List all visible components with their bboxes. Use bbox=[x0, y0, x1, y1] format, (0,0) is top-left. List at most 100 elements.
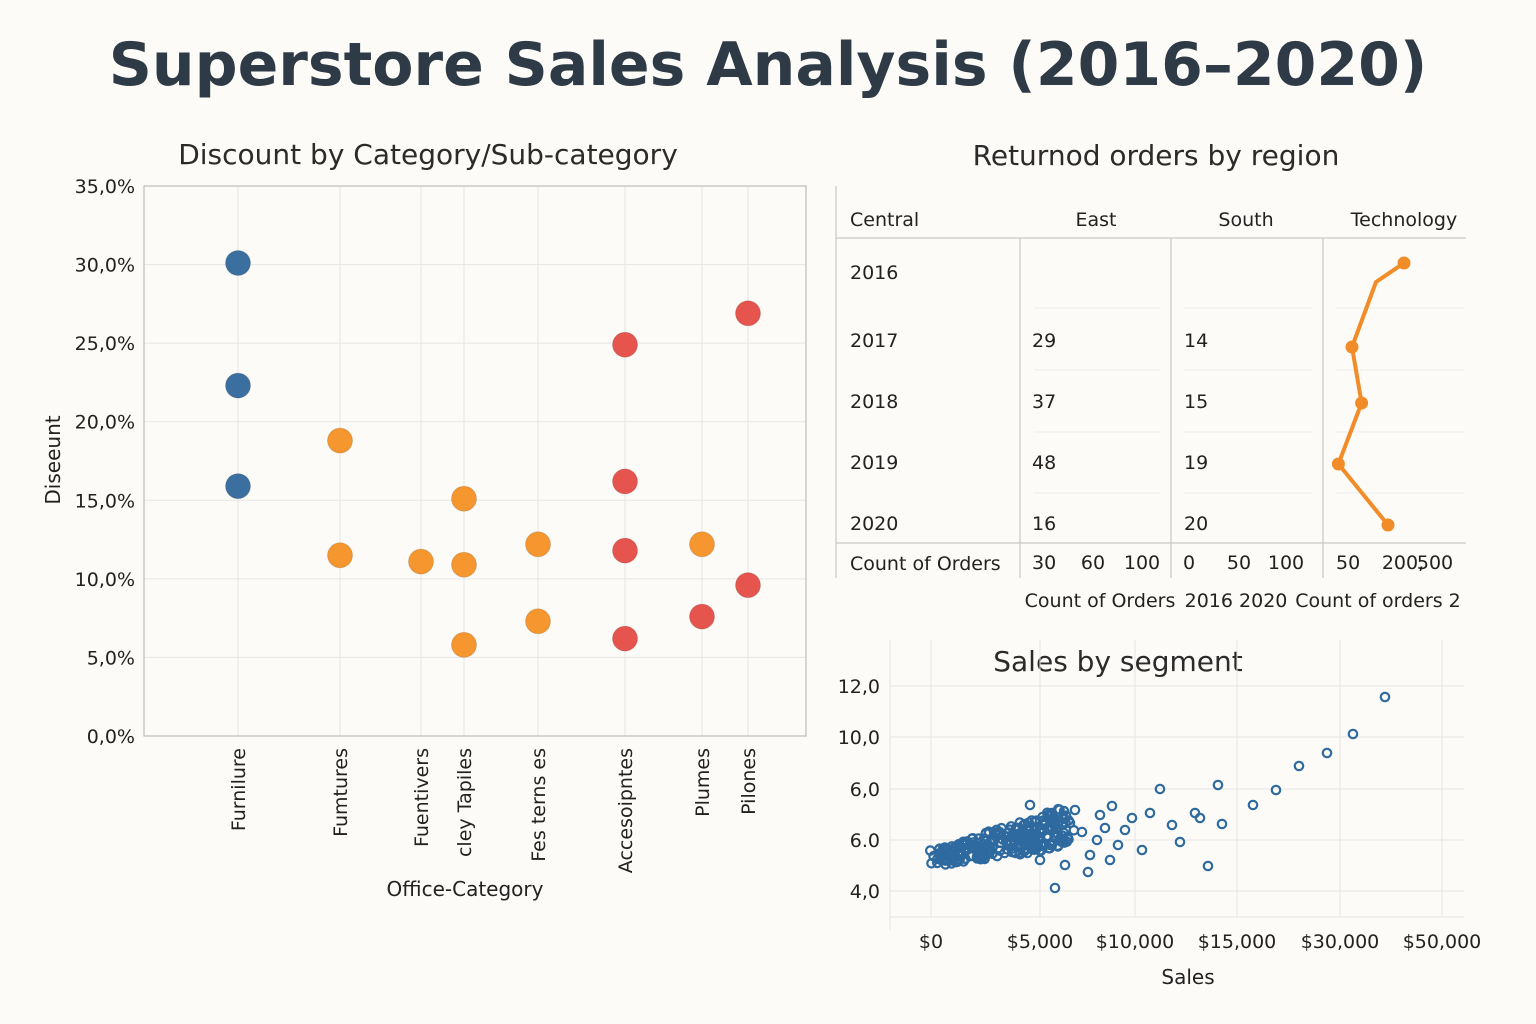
discount-point bbox=[612, 537, 638, 564]
sales-point bbox=[1216, 818, 1228, 830]
discount-x-tick: Fumtures bbox=[330, 748, 352, 837]
discount-y-tick: 0,0% bbox=[87, 726, 135, 748]
sales-point bbox=[983, 827, 995, 838]
table-cell-east: 37 bbox=[1032, 391, 1056, 413]
sales-point bbox=[1321, 747, 1333, 759]
discount-x-tick: Plumes bbox=[692, 748, 714, 817]
technology-point bbox=[1397, 256, 1411, 270]
discount-y-tick: 25,0% bbox=[75, 333, 135, 355]
discount-point bbox=[225, 250, 251, 276]
table-cell-south: 15 bbox=[1184, 391, 1208, 413]
sales-point bbox=[1144, 807, 1156, 819]
sales-point bbox=[1024, 799, 1036, 811]
discount-point bbox=[735, 572, 761, 599]
discount-x-tick: Fes terns es bbox=[528, 748, 550, 862]
table-cell-east: 16 bbox=[1032, 513, 1056, 535]
discount-y-tick: 15,0% bbox=[75, 490, 135, 512]
sales-point bbox=[1017, 834, 1029, 845]
table-cell-east: 29 bbox=[1032, 330, 1056, 352]
sales-point bbox=[1082, 866, 1094, 878]
returned-orders-table: Returnod orders by region Central East S… bbox=[835, 139, 1466, 612]
sales-y-tick: 4,0 bbox=[850, 881, 880, 903]
sales-point bbox=[1091, 834, 1103, 846]
discount-plot-frame bbox=[143, 185, 807, 737]
table-cell-year: 2017 bbox=[850, 330, 898, 352]
sales-point bbox=[928, 850, 939, 862]
axis-south-tick: 50 bbox=[1227, 552, 1251, 574]
axis-south-tick: 100 bbox=[1268, 552, 1304, 574]
sales-x-tick: $50,000 bbox=[1403, 931, 1482, 953]
discount-point bbox=[525, 531, 551, 558]
sales-point bbox=[1049, 882, 1061, 894]
discount-x-tick: Fuentivers bbox=[411, 748, 433, 847]
axis-east-tick: 100 bbox=[1124, 552, 1160, 574]
sales-point bbox=[1136, 844, 1148, 856]
discount-point bbox=[689, 603, 715, 630]
sales-point bbox=[1174, 836, 1186, 848]
sales-point bbox=[1022, 823, 1033, 834]
discount-point bbox=[225, 473, 251, 500]
table-cell-year: 2019 bbox=[850, 452, 898, 474]
sales-point bbox=[1347, 728, 1359, 740]
table-cell-year: 2020 bbox=[850, 513, 898, 535]
discount-point bbox=[225, 372, 251, 399]
sales-point bbox=[1099, 822, 1111, 834]
sales-point bbox=[1202, 860, 1214, 872]
sales-point bbox=[952, 856, 963, 867]
dashboard-title: Superstore Sales Analysis (2016–2020) bbox=[108, 30, 1428, 100]
discount-y-axis-label: Diseeunt bbox=[41, 415, 65, 504]
bottom-label-count-2: Count of orders 2 bbox=[1295, 590, 1461, 612]
sales-point bbox=[1247, 799, 1259, 811]
sales-point bbox=[954, 854, 965, 865]
sales-point bbox=[1010, 847, 1021, 859]
column-header-technology: Technology bbox=[1350, 209, 1457, 231]
sales-point bbox=[1059, 859, 1071, 871]
sales-y-tick: 10,0 bbox=[838, 727, 880, 749]
discount-y-tick: 20,0% bbox=[75, 412, 135, 434]
discount-point bbox=[689, 531, 715, 558]
discount-y-tick: 35,0% bbox=[75, 176, 135, 198]
axis-tech-tick: 500 bbox=[1417, 552, 1453, 574]
sales-x-tick: $10,000 bbox=[1096, 931, 1175, 953]
discount-point bbox=[612, 468, 638, 495]
discount-y-tick: 10,0% bbox=[75, 569, 135, 591]
discount-x-tick: Pilones bbox=[738, 748, 760, 815]
sales-point bbox=[995, 837, 1007, 849]
sales-point bbox=[1030, 831, 1041, 843]
sales-point bbox=[974, 849, 986, 860]
discount-point bbox=[451, 551, 477, 578]
sales-y-tick: 12,0 bbox=[838, 676, 880, 698]
sales-point bbox=[1119, 824, 1131, 836]
sales-point bbox=[1194, 812, 1206, 824]
sales-point bbox=[1003, 831, 1014, 842]
sales-x-tick: $15,000 bbox=[1198, 931, 1277, 953]
sales-x-tick: $5,000 bbox=[1007, 931, 1073, 953]
discount-point bbox=[525, 608, 551, 635]
column-header-central: Central bbox=[850, 209, 919, 231]
table-cell-east: 48 bbox=[1032, 452, 1056, 474]
sales-point bbox=[1028, 844, 1040, 855]
sales-point bbox=[1064, 817, 1076, 829]
discount-chart-title: Discount by Category/Sub-category bbox=[178, 138, 678, 171]
axis-tech-tick: 50 bbox=[1336, 552, 1360, 574]
axis-tech-tick: 200, bbox=[1382, 552, 1424, 574]
sales-point bbox=[1112, 839, 1124, 851]
sales-point bbox=[1189, 807, 1201, 819]
sales-y-tick: 6.0 bbox=[850, 830, 880, 852]
sales-point bbox=[991, 850, 1003, 862]
sales-y-tick: 6,0 bbox=[850, 779, 880, 801]
sales-point bbox=[940, 859, 951, 870]
sales-point bbox=[1270, 784, 1282, 796]
sales-point bbox=[1084, 849, 1096, 861]
sales-point bbox=[1094, 809, 1106, 821]
sales-point bbox=[1044, 814, 1056, 826]
table-cell-year: 2018 bbox=[850, 391, 898, 413]
sales-point bbox=[967, 832, 978, 844]
axis-east-tick: 30 bbox=[1032, 552, 1056, 574]
discount-point bbox=[612, 331, 638, 358]
discount-point bbox=[451, 485, 477, 512]
sales-point bbox=[1076, 826, 1088, 838]
discount-x-axis-label: Office-Category bbox=[387, 877, 544, 901]
technology-point bbox=[1381, 518, 1395, 532]
sales-point bbox=[1054, 834, 1066, 846]
